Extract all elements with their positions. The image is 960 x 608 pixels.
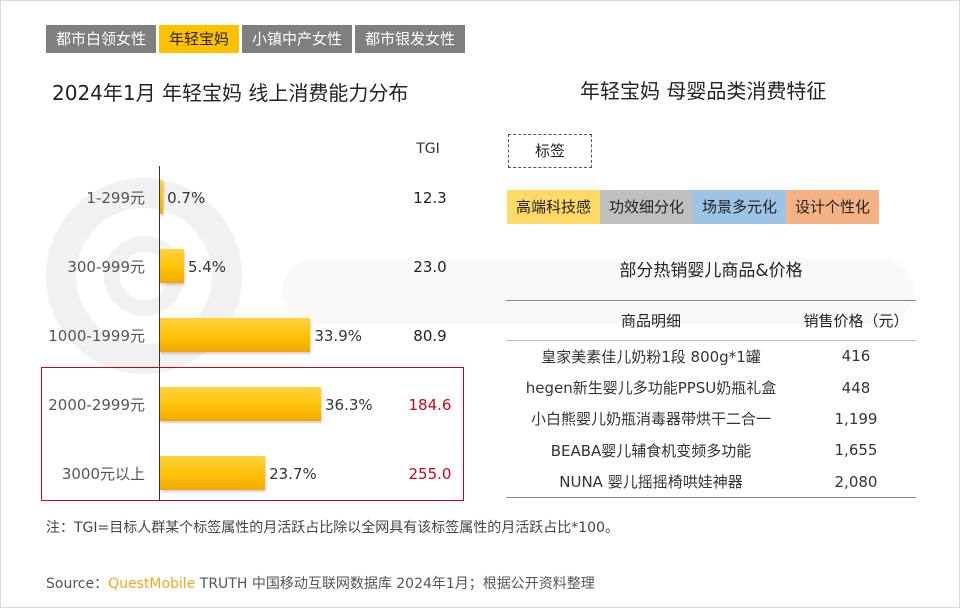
right-panel-title: 年轻宝妈 母婴品类消费特征 [580,79,827,103]
product-price: 2,080 [796,466,916,498]
tgi-value: 255.0 [408,465,452,483]
product-name: 小白熊婴儿奶瓶消毒器带烘干二合一 [530,410,771,429]
tgi-value: 12.3 [413,189,447,207]
source-line: Source：QuestMobile TRUTH 中国移动互联网数据库 2024… [46,573,595,593]
category-label: 1-299元 [86,189,145,207]
product-price: 1,655 [834,441,878,460]
tab-3[interactable]: 都市银发女性 [355,25,466,53]
table-header-price: 销售价格（元） [796,300,916,341]
source-text: TRUTH 中国移动互联网数据库 2024年1月；根据公开资料整理 [195,576,595,592]
tgi-value: 184.6 [408,396,452,414]
tag-3: 设计个性化 [786,190,880,224]
bar [160,249,184,283]
product-price: 416 [841,347,871,366]
value-label: 5.4% [187,258,227,276]
tag-list: 高端科技感 功效细分化 场景多元化 设计个性化 [507,190,880,224]
table-row: 皇家美素佳儿奶粉1段 800g*1罐 416 [506,341,916,372]
product-name: hegen新生婴儿多功能PPSU奶瓶礼盒 [525,379,777,398]
category-label: 1000-1999元 [48,327,145,345]
footnote: 注：TGI=目标人群某个标签属性的月活跃占比除以全网具有该标签属性的月活跃占比*… [46,520,619,536]
bar [160,180,164,214]
tag-header: 标签 [508,134,592,168]
tab-0[interactable]: 都市白领女性 [46,25,157,53]
tab-2[interactable]: 小镇中产女性 [242,25,353,53]
table-row: hegen新生婴儿多功能PPSU奶瓶礼盒 448 [506,372,916,403]
value-label: 33.9% [314,327,362,345]
source-brand: QuestMobile [108,576,196,592]
tag-0: 高端科技感 [507,190,601,224]
category-label: 3000元以上 [61,465,145,483]
product-price-table: 商品明细 销售价格（元） 皇家美素佳儿奶粉1段 800g*1罐 416 hege… [506,300,916,498]
source-prefix: Source： [46,576,109,592]
table-row: BEABA婴儿辅食机变频多功能 1,655 [506,435,916,466]
product-name: 皇家美素佳儿奶粉1段 800g*1罐 [541,347,761,366]
bar [160,318,311,352]
value-label: 36.3% [325,396,373,414]
table-row: 小白熊婴儿奶瓶消毒器带烘干二合一 1,199 [506,403,916,434]
product-name: BEABA婴儿辅食机变频多功能 [550,441,752,460]
tab-1[interactable]: 年轻宝妈 [159,25,240,53]
product-price: 1,199 [834,409,878,428]
table-title: 部分热销婴儿商品&价格 [619,261,803,281]
tag-1: 功效细分化 [600,190,694,224]
table-header-product: 商品明细 [506,300,796,341]
table-row: NUNA 婴儿摇摇椅哄娃神器 2,080 [506,466,916,498]
highlight-box [41,367,464,501]
bar [160,387,321,421]
product-price: 448 [841,378,871,397]
chart-axis-line [159,166,160,500]
value-label: 0.7% [167,189,206,207]
product-name: NUNA 婴儿摇摇椅哄娃神器 [506,466,796,498]
tag-2: 场景多元化 [693,190,787,224]
category-label: 2000-2999元 [48,396,145,414]
tgi-header: TGI [416,141,440,157]
bar [160,456,266,490]
value-label: 23.7% [269,465,317,483]
chart-title: 2024年1月 年轻宝妈 线上消费能力分布 [52,81,409,105]
tgi-value: 23.0 [413,258,447,276]
segment-tabs: 都市白领女性 年轻宝妈 小镇中产女性 都市银发女性 [46,25,466,53]
category-label: 300-999元 [67,258,145,276]
tgi-value: 80.9 [413,327,447,345]
